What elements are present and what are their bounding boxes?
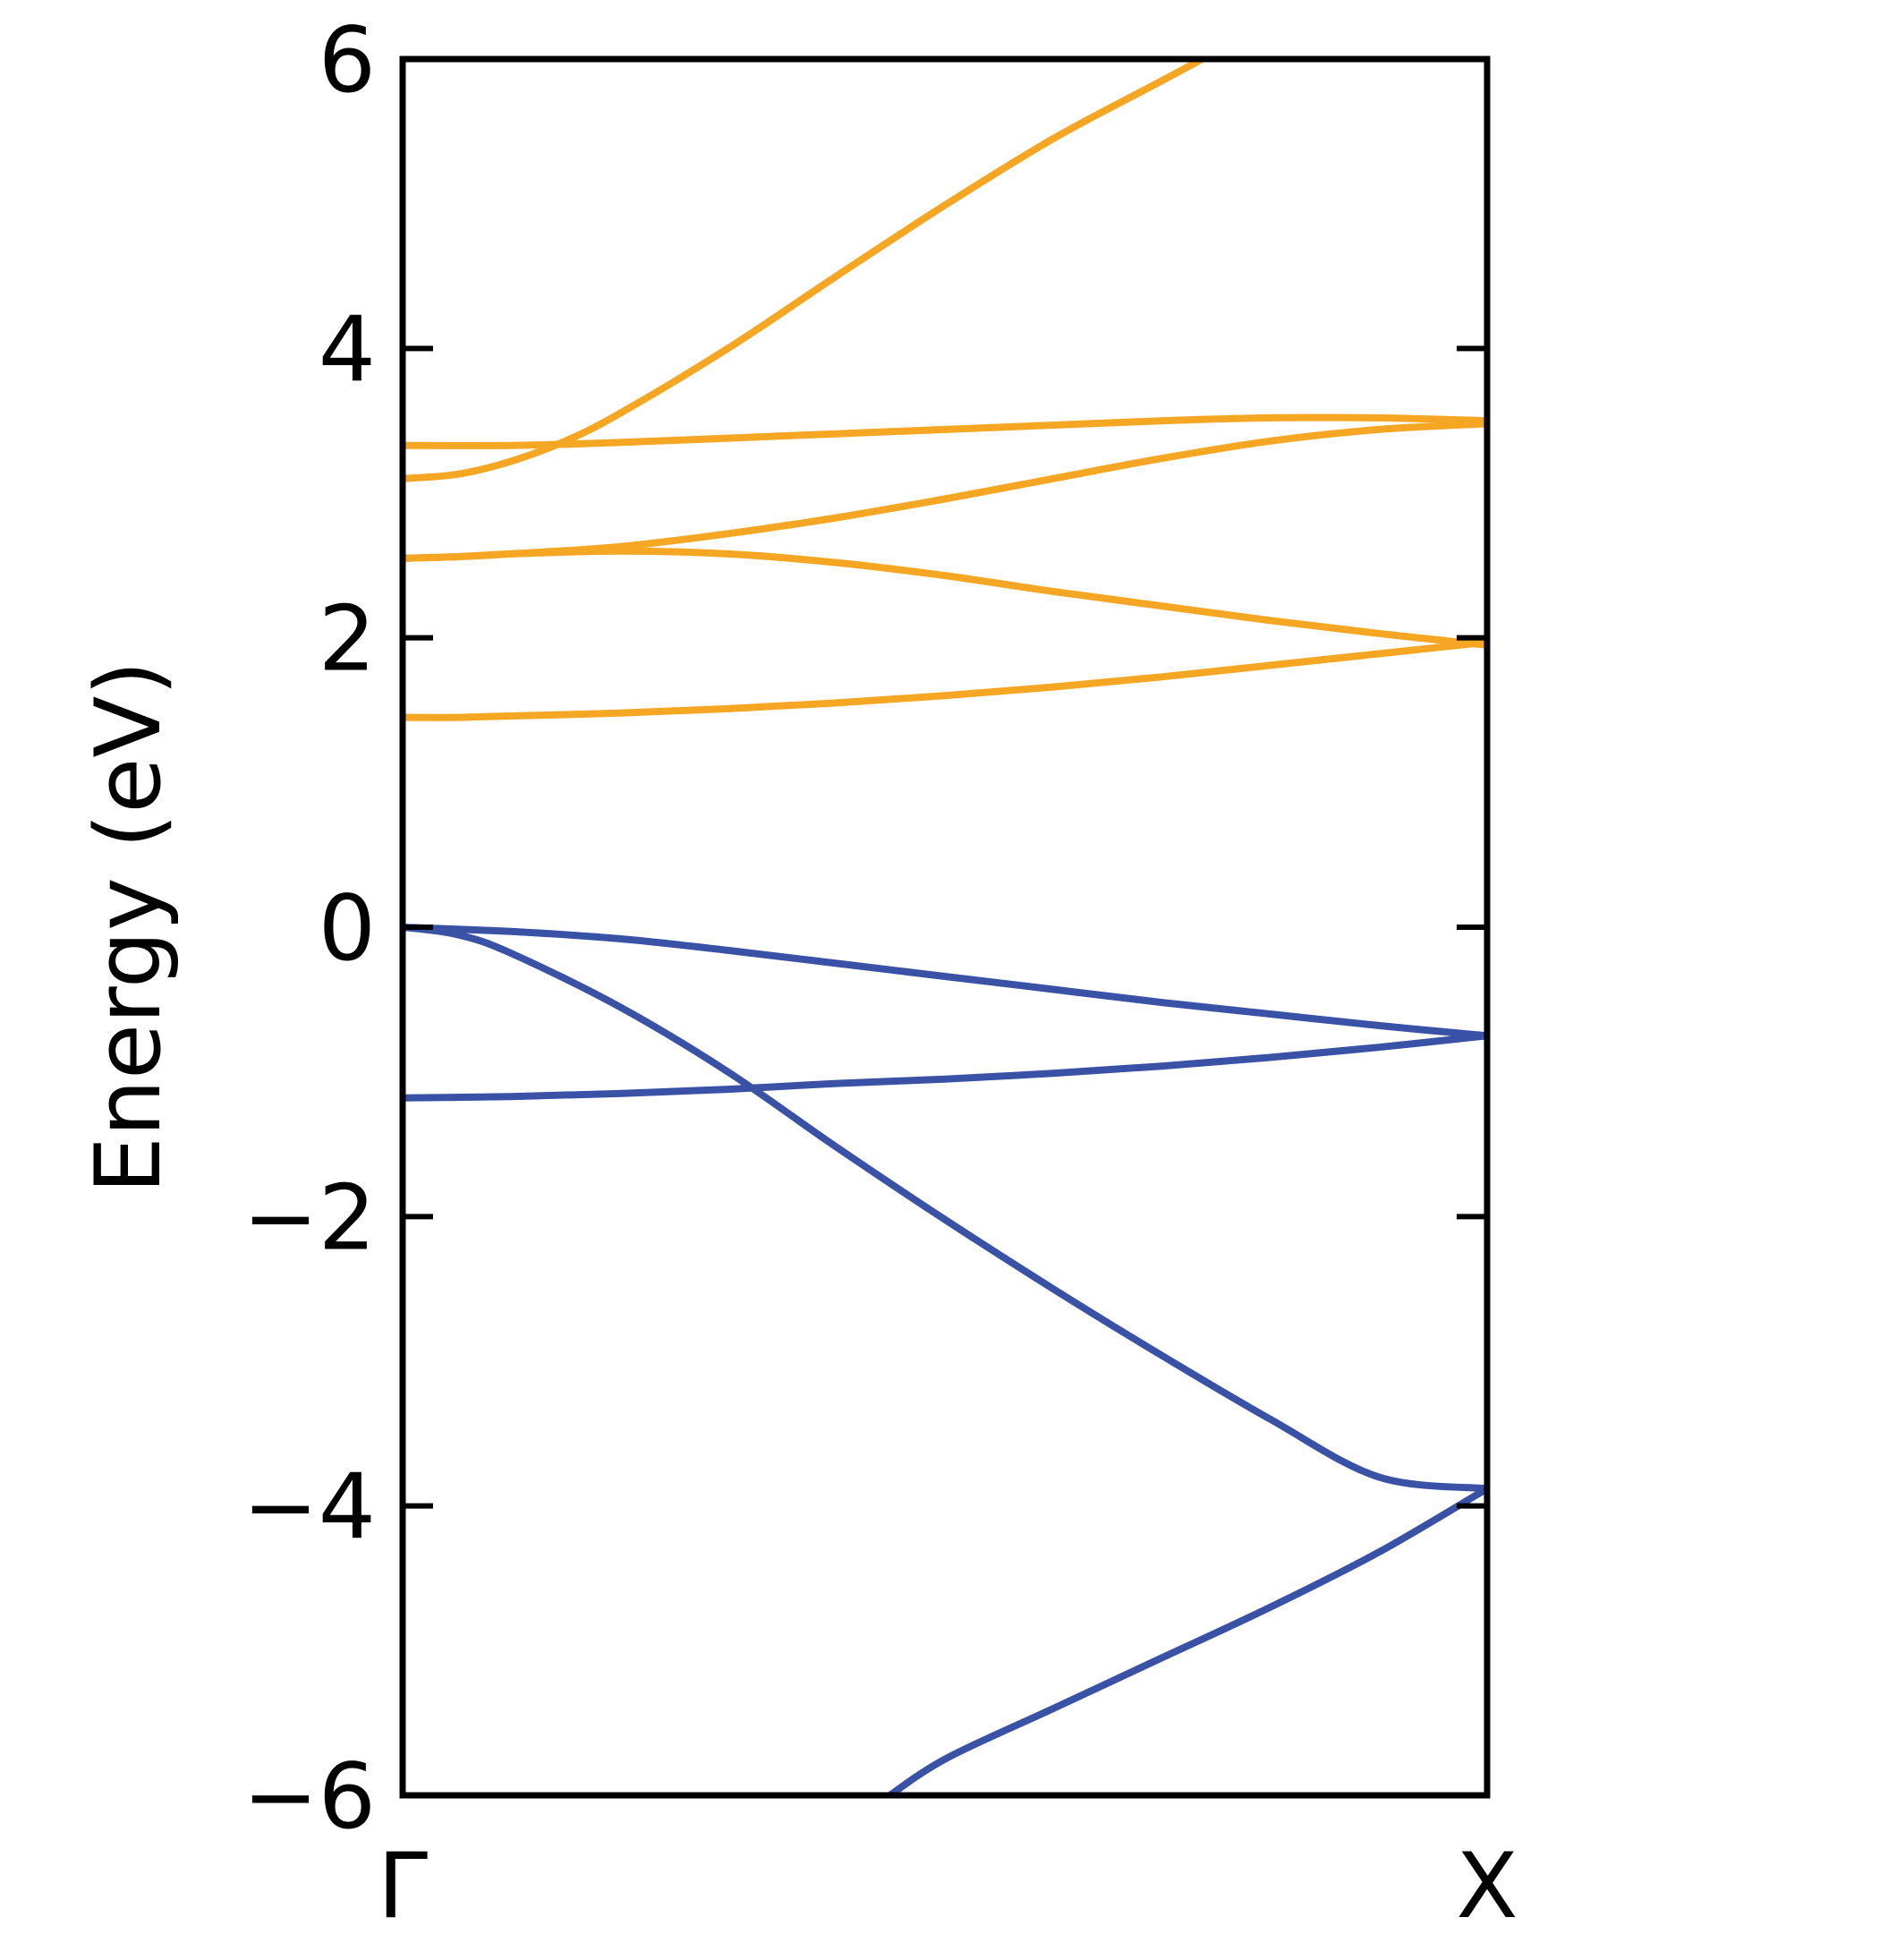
valence-band-8	[403, 1032, 1487, 1102]
y-tick-label: 2	[319, 586, 376, 692]
y-tick-label: −2	[242, 1164, 376, 1270]
valence-band-7	[403, 924, 1487, 1493]
conduction-band-4	[403, 413, 1487, 449]
conduction-band-5	[403, 59, 1211, 482]
y-tick-label: 6	[319, 7, 376, 113]
y-tick-label: 0	[319, 875, 376, 981]
x-tick-label: X	[1456, 1833, 1518, 1939]
plot-frame	[399, 55, 1491, 1799]
y-tick-label: 4	[319, 296, 376, 402]
band-lines	[403, 59, 1487, 1795]
y-axis-label: Energy (eV)	[75, 660, 181, 1194]
conduction-band-1	[403, 638, 1487, 721]
y-tick-labels: 6 4 2 0 −2 −4 −6	[242, 7, 376, 1849]
y-tick-label: −6	[242, 1743, 376, 1849]
conduction-band-3	[403, 420, 1487, 562]
valence-band-6	[403, 924, 1487, 1040]
valence-band-9	[883, 1485, 1487, 1795]
x-tick-label: Γ	[378, 1833, 428, 1939]
y-tick-label: −4	[242, 1454, 376, 1560]
